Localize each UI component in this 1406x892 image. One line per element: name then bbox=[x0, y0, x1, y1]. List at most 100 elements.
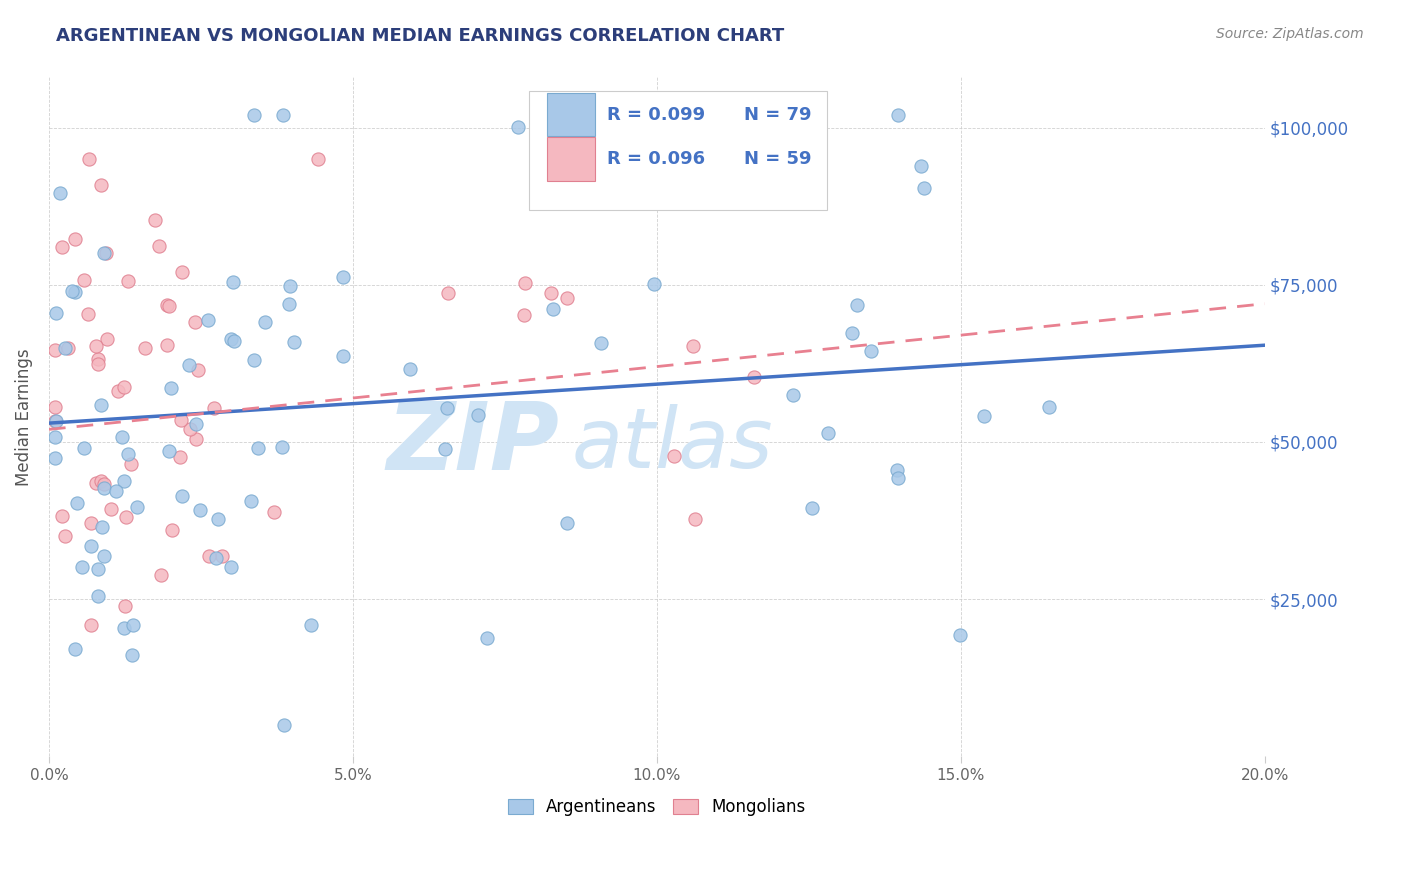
FancyBboxPatch shape bbox=[529, 91, 827, 210]
Point bbox=[859, 344, 882, 359]
Point bbox=[508, 120, 530, 134]
Point bbox=[219, 559, 242, 574]
Point bbox=[801, 500, 824, 515]
Point bbox=[332, 270, 354, 285]
Point bbox=[150, 568, 173, 582]
Point bbox=[112, 474, 135, 488]
Point bbox=[184, 417, 207, 432]
Point bbox=[148, 239, 170, 253]
Point bbox=[307, 152, 329, 166]
Point bbox=[93, 481, 115, 495]
Point bbox=[114, 599, 136, 614]
Point bbox=[90, 178, 112, 192]
Point bbox=[53, 529, 76, 543]
Point bbox=[846, 298, 869, 312]
Point bbox=[179, 422, 201, 436]
Point bbox=[90, 398, 112, 412]
Point bbox=[87, 590, 110, 604]
Point bbox=[157, 444, 180, 458]
Point bbox=[127, 500, 149, 514]
Text: R = 0.096: R = 0.096 bbox=[607, 150, 706, 168]
Point bbox=[205, 551, 228, 566]
Y-axis label: Median Earnings: Median Earnings bbox=[15, 348, 32, 485]
Point bbox=[134, 341, 156, 355]
Point bbox=[65, 496, 87, 510]
Text: ZIP: ZIP bbox=[387, 398, 560, 490]
Point bbox=[172, 265, 194, 279]
Point bbox=[120, 457, 142, 471]
Point bbox=[973, 409, 995, 423]
Point bbox=[207, 512, 229, 526]
Point bbox=[662, 449, 685, 463]
Point bbox=[53, 341, 76, 355]
Point bbox=[122, 617, 145, 632]
Point bbox=[436, 401, 458, 415]
Point bbox=[94, 246, 117, 260]
Point bbox=[100, 502, 122, 516]
Point bbox=[169, 413, 191, 427]
Point bbox=[177, 358, 200, 372]
Point bbox=[817, 426, 839, 441]
Text: Source: ZipAtlas.com: Source: ZipAtlas.com bbox=[1216, 27, 1364, 41]
Point bbox=[211, 549, 233, 563]
Text: ARGENTINEAN VS MONGOLIAN MEDIAN EARNINGS CORRELATION CHART: ARGENTINEAN VS MONGOLIAN MEDIAN EARNINGS… bbox=[56, 27, 785, 45]
Point bbox=[197, 313, 219, 327]
Point bbox=[49, 186, 72, 201]
Point bbox=[283, 334, 305, 349]
Point bbox=[243, 108, 266, 122]
Point bbox=[737, 190, 759, 204]
Point bbox=[910, 160, 932, 174]
Point bbox=[80, 516, 103, 530]
Text: atlas: atlas bbox=[572, 403, 773, 484]
Point bbox=[682, 339, 704, 353]
Point bbox=[93, 245, 115, 260]
Point bbox=[77, 152, 100, 166]
Point bbox=[263, 505, 285, 519]
FancyBboxPatch shape bbox=[547, 137, 595, 180]
Point bbox=[683, 511, 706, 525]
Point bbox=[143, 213, 166, 227]
Point bbox=[86, 562, 108, 576]
Point bbox=[115, 510, 138, 524]
Point bbox=[107, 384, 129, 398]
Point bbox=[253, 315, 276, 329]
Point bbox=[51, 508, 73, 523]
Point bbox=[93, 476, 115, 491]
Point bbox=[555, 516, 578, 531]
Point bbox=[91, 520, 114, 534]
Point bbox=[96, 332, 118, 346]
Point bbox=[65, 285, 87, 299]
Point bbox=[73, 442, 96, 456]
Point bbox=[44, 430, 66, 444]
Point bbox=[589, 335, 612, 350]
Point bbox=[433, 442, 456, 457]
Point bbox=[112, 380, 135, 394]
Point bbox=[44, 451, 66, 466]
Point bbox=[541, 301, 564, 316]
Point bbox=[540, 285, 562, 300]
Point bbox=[222, 276, 245, 290]
Point bbox=[202, 401, 225, 416]
Point bbox=[117, 274, 139, 288]
FancyBboxPatch shape bbox=[547, 93, 595, 136]
Point bbox=[169, 450, 191, 464]
Point bbox=[398, 361, 420, 376]
Point bbox=[56, 342, 79, 356]
Point bbox=[121, 648, 143, 662]
Point bbox=[912, 181, 935, 195]
Point bbox=[84, 475, 107, 490]
Point bbox=[271, 440, 294, 454]
Point bbox=[187, 363, 209, 377]
Point bbox=[515, 276, 537, 290]
Point bbox=[112, 621, 135, 635]
Point bbox=[44, 414, 66, 428]
Point bbox=[886, 463, 908, 477]
Point bbox=[104, 483, 127, 498]
Point bbox=[188, 503, 211, 517]
Point bbox=[86, 357, 108, 371]
Text: N = 59: N = 59 bbox=[744, 150, 811, 168]
Point bbox=[60, 284, 83, 298]
Point bbox=[111, 430, 134, 444]
Point bbox=[63, 642, 86, 657]
Point bbox=[437, 285, 460, 300]
